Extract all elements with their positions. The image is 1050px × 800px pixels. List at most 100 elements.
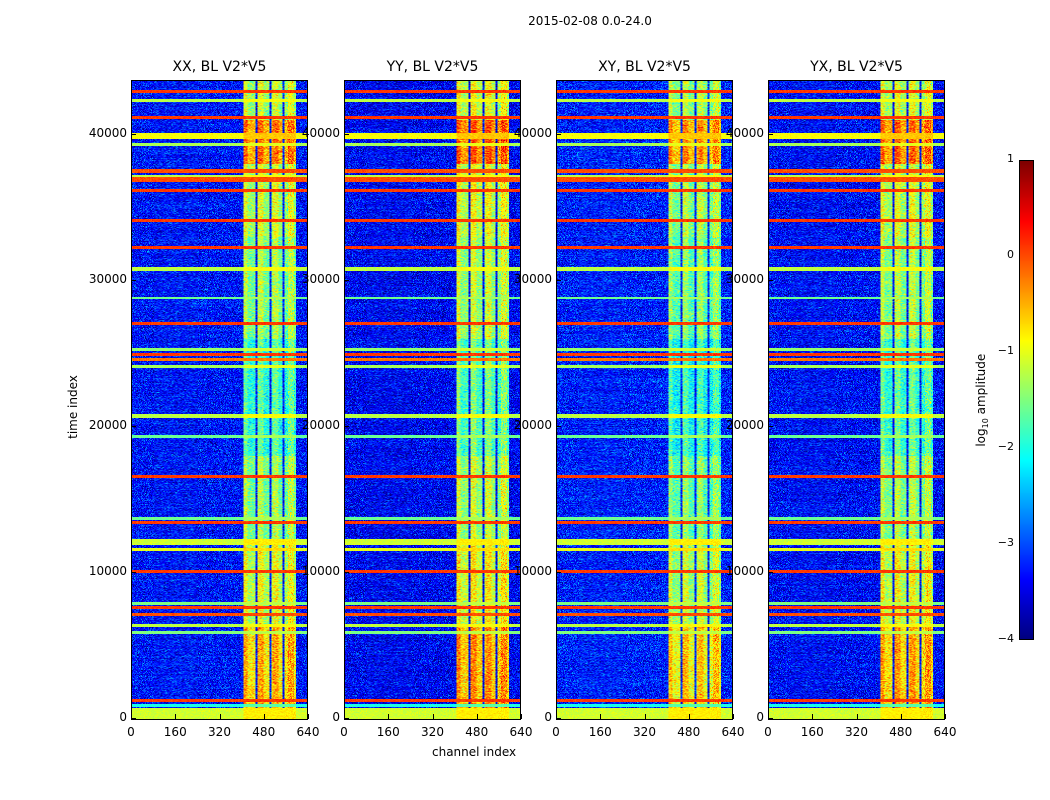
x-tick-label: 160 [588, 725, 612, 739]
x-tick-mark [476, 714, 478, 719]
x-tick-label: 640 [721, 725, 745, 739]
y-tick-label: 40000 [725, 126, 764, 140]
x-tick-label: 640 [933, 725, 957, 739]
y-tick-mark [344, 572, 349, 573]
y-tick-mark [768, 572, 773, 573]
y-tick-mark [131, 426, 136, 427]
y-tick-label: 10000 [725, 564, 764, 578]
y-tick-label: 20000 [513, 418, 552, 432]
y-tick-mark [556, 572, 561, 573]
x-tick-mark [733, 714, 734, 719]
y-tick-label: 20000 [725, 418, 764, 432]
colorbar-tick-label: 0 [1007, 248, 1014, 261]
x-tick-mark [900, 714, 902, 719]
y-tick-mark [768, 280, 773, 281]
y-tick-label: 30000 [301, 272, 340, 286]
y-tick-mark [556, 426, 561, 427]
colorbar-tick-label: 1 [1007, 152, 1014, 165]
y-tick-label: 10000 [88, 564, 127, 578]
x-tick-mark [945, 714, 946, 719]
colorbar-tick-label: −3 [997, 536, 1014, 549]
y-tick-mark [131, 134, 136, 135]
x-tick-label: 0 [552, 725, 560, 739]
x-tick-label: 320 [421, 725, 444, 739]
y-tick-label: 20000 [88, 418, 127, 432]
heatmap-panel [556, 80, 733, 720]
x-tick-mark [600, 714, 602, 719]
x-tick-mark [768, 714, 769, 719]
colorbar [1019, 160, 1034, 640]
heatmap-image [769, 81, 944, 719]
x-tick-mark [263, 714, 265, 719]
panel-title: YY, BL V2*V5 [386, 59, 479, 75]
y-tick-mark [344, 280, 349, 281]
x-tick-mark [344, 714, 345, 719]
x-tick-label: 0 [340, 725, 348, 739]
x-tick-mark [432, 714, 434, 719]
y-tick-label: 20000 [301, 418, 340, 432]
x-tick-label: 160 [163, 725, 187, 739]
colorbar-label: log10 amplitude [973, 353, 991, 447]
y-tick-mark [344, 426, 349, 427]
y-tick-label: 10000 [513, 564, 552, 578]
y-tick-mark [768, 134, 773, 135]
y-tick-label: 30000 [725, 272, 764, 286]
heatmap-image [132, 81, 307, 719]
heatmap-image [557, 81, 732, 719]
x-tick-label: 640 [296, 725, 320, 739]
x-tick-mark [308, 714, 309, 719]
x-tick-mark [644, 714, 646, 719]
y-tick-mark [131, 572, 136, 573]
heatmap-image [345, 81, 520, 719]
figure-title: 2015-02-08 0.0-24.0 [528, 14, 652, 28]
x-tick-label: 320 [845, 725, 868, 739]
x-tick-mark [812, 714, 814, 719]
x-tick-label: 480 [465, 725, 489, 739]
y-tick-mark [131, 718, 136, 719]
heatmap-panel [131, 80, 308, 720]
x-tick-label: 320 [633, 725, 656, 739]
x-tick-label: 320 [208, 725, 231, 739]
x-tick-label: 640 [509, 725, 533, 739]
heatmap-panel [344, 80, 521, 720]
x-tick-mark [131, 714, 132, 719]
x-tick-label: 160 [376, 725, 400, 739]
x-tick-label: 160 [800, 725, 824, 739]
panel-title: YX, BL V2*V5 [810, 59, 903, 75]
y-tick-mark [556, 718, 561, 719]
x-tick-mark [388, 714, 390, 719]
y-tick-label: 40000 [301, 126, 340, 140]
x-tick-label: 480 [677, 725, 701, 739]
y-tick-mark [131, 280, 136, 281]
x-tick-mark [175, 714, 177, 719]
y-tick-label: 0 [756, 710, 764, 724]
heatmap-panel [768, 80, 945, 720]
colorbar-tick-label: −1 [997, 344, 1014, 357]
colorbar-tick-label: −2 [997, 440, 1014, 453]
x-tick-label: 480 [252, 725, 276, 739]
y-tick-mark [556, 134, 561, 135]
x-tick-mark [556, 714, 557, 719]
x-tick-mark [521, 714, 522, 719]
y-tick-label: 40000 [513, 126, 552, 140]
x-tick-mark [219, 714, 221, 719]
y-tick-label: 40000 [88, 126, 127, 140]
y-tick-mark [344, 718, 349, 719]
y-tick-label: 0 [332, 710, 340, 724]
y-tick-label: 10000 [301, 564, 340, 578]
x-tick-label: 480 [889, 725, 913, 739]
colorbar-tick-label: −4 [997, 632, 1014, 645]
panel-title: XY, BL V2*V5 [598, 59, 691, 75]
x-tick-mark [688, 714, 690, 719]
x-tick-mark [856, 714, 858, 719]
x-tick-label: 0 [127, 725, 135, 739]
y-tick-mark [768, 718, 773, 719]
y-tick-label: 30000 [88, 272, 127, 286]
panel-title: XX, BL V2*V5 [172, 59, 267, 75]
x-tick-label: 0 [764, 725, 772, 739]
y-tick-mark [556, 280, 561, 281]
x-axis-label: channel index [432, 745, 517, 759]
y-tick-label: 30000 [513, 272, 552, 286]
y-tick-label: 0 [544, 710, 552, 724]
y-tick-mark [768, 426, 773, 427]
